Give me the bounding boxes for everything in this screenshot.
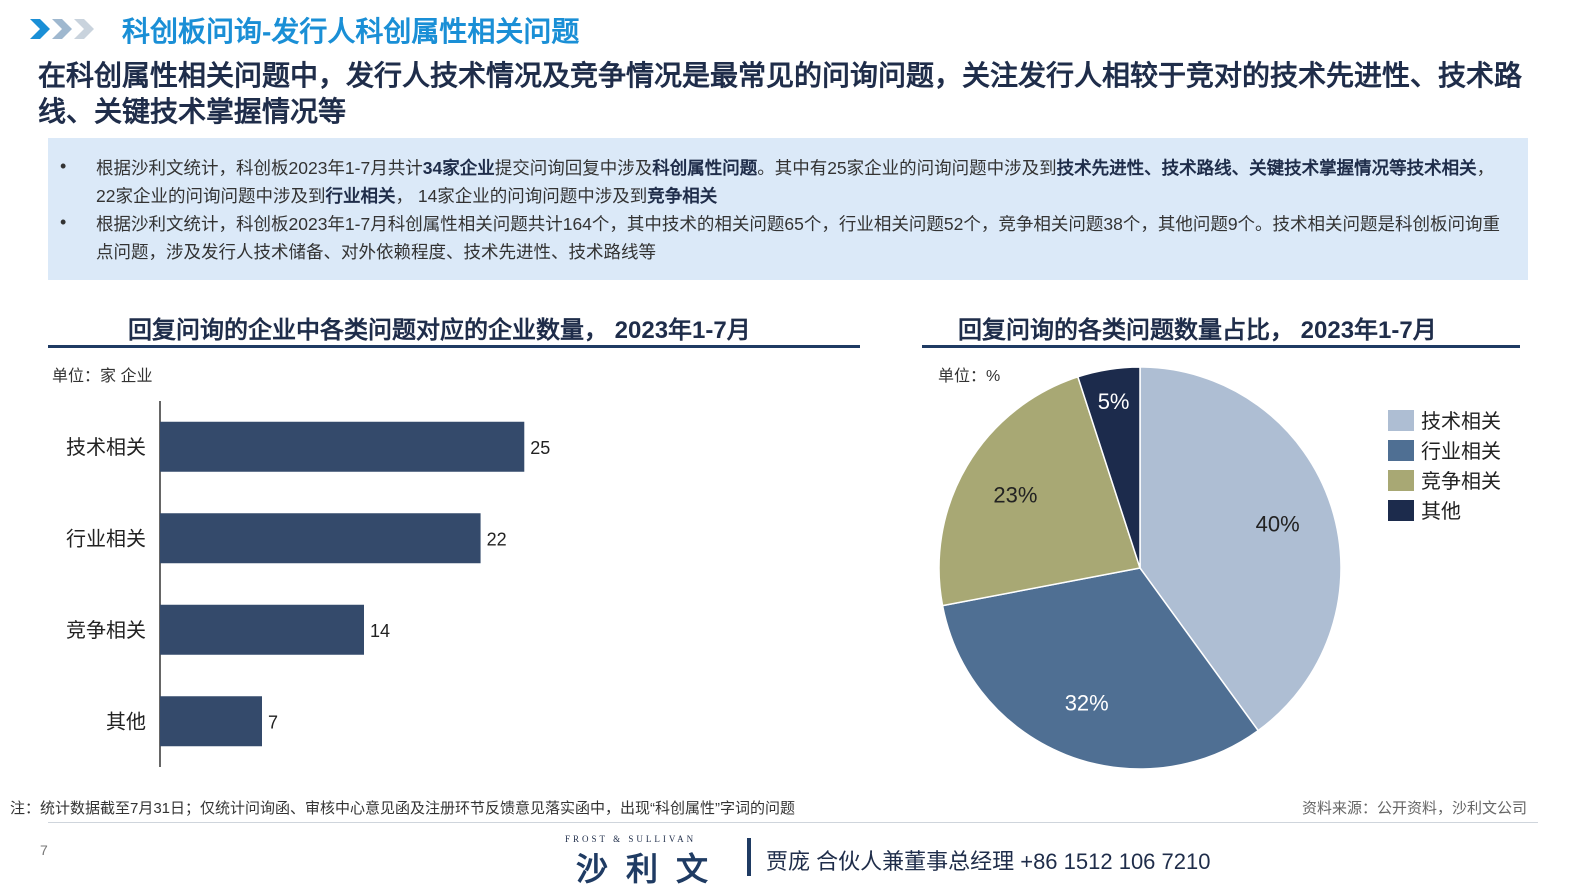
legend-label: 竞争相关 — [1421, 470, 1501, 493]
legend-swatch — [1388, 470, 1414, 491]
contact-info: 贾庞 合伙人兼董事总经理 +86 1512 106 7210 — [766, 849, 1211, 874]
legend-label: 其他 — [1421, 500, 1461, 523]
source-note: 资料来源：公开资料，沙利文公司 — [1301, 800, 1527, 817]
bar-category-label: 技术相关 — [66, 436, 146, 459]
pie-title-rule — [922, 345, 1520, 348]
pie-slice — [1076, 366, 1141, 569]
pie-value-label: 40% — [1256, 511, 1300, 536]
logo-english: FROST & SULLIVAN — [565, 834, 697, 844]
bar — [160, 604, 364, 655]
bar — [160, 696, 262, 747]
pie-slice — [941, 567, 1260, 770]
bar — [160, 421, 525, 472]
pie-unit-label: 单位：% — [938, 368, 1001, 385]
section-title: 科创板问询-发行人科创属性相关问题 — [122, 16, 580, 47]
bar-chart: 技术相关 25 行业相关 22 竞争相关 14 其他 7 — [66, 401, 550, 767]
pie-chart-title: 回复问询的各类问题数量占比， 2023年1-7月 — [958, 317, 1437, 344]
bar-chart-title: 回复问询的企业中各类问题对应的企业数量， 2023年1-7月 — [128, 317, 751, 344]
bar-value-label: 14 — [370, 621, 390, 641]
legend-swatch — [1388, 410, 1414, 431]
footnote: 注：统计数据截至7月31日；仅统计问询函、审核中心意见函及注册环节反馈意见落实函… — [10, 800, 796, 817]
pie-value-label: 5% — [1098, 389, 1130, 414]
bar-category-label: 其他 — [106, 710, 146, 733]
chevron-arrows-icon — [30, 19, 94, 39]
bullet-text-2: 根据沙利文统计，科创板2023年1-7月科创属性相关问题共计164个，其中技术的… — [96, 214, 1501, 262]
bar-value-label: 22 — [487, 529, 507, 549]
page-number: 7 — [40, 842, 48, 858]
legend-label: 行业相关 — [1421, 440, 1501, 463]
bar-unit-label: 单位：家 企业 — [52, 368, 153, 385]
headline: 在科创属性相关问题中，发行人技术情况及竞争情况是最常见的问询问题，关注发行人相较… — [38, 60, 1523, 127]
bar — [160, 513, 481, 564]
bar-category-label: 行业相关 — [66, 527, 146, 550]
legend-swatch — [1388, 440, 1414, 461]
bar-category-label: 竞争相关 — [66, 619, 146, 642]
legend-label: 技术相关 — [1421, 410, 1501, 433]
bar-value-label: 25 — [530, 438, 550, 458]
logo-chinese: 沙利文 — [576, 851, 727, 887]
pie-slice — [938, 375, 1141, 607]
bullet-marker: • — [60, 156, 67, 176]
bullet-marker: • — [60, 212, 67, 232]
pie-slice — [1139, 366, 1342, 732]
bullet-text-1: 根据沙利文统计，科创板2023年1-7月共计34家企业提交问询回复中涉及科创属性… — [96, 158, 1495, 206]
pie-value-label: 23% — [993, 482, 1037, 507]
footer-separator — [747, 838, 751, 876]
legend-swatch — [1388, 500, 1414, 521]
bar-value-label: 7 — [268, 712, 278, 732]
pie-value-label: 32% — [1065, 691, 1109, 716]
footer-divider — [48, 822, 1538, 823]
bar-title-rule — [48, 345, 860, 348]
info-box: • 根据沙利文统计，科创板2023年1-7月共计34家企业提交问询回复中涉及科创… — [48, 138, 1528, 280]
